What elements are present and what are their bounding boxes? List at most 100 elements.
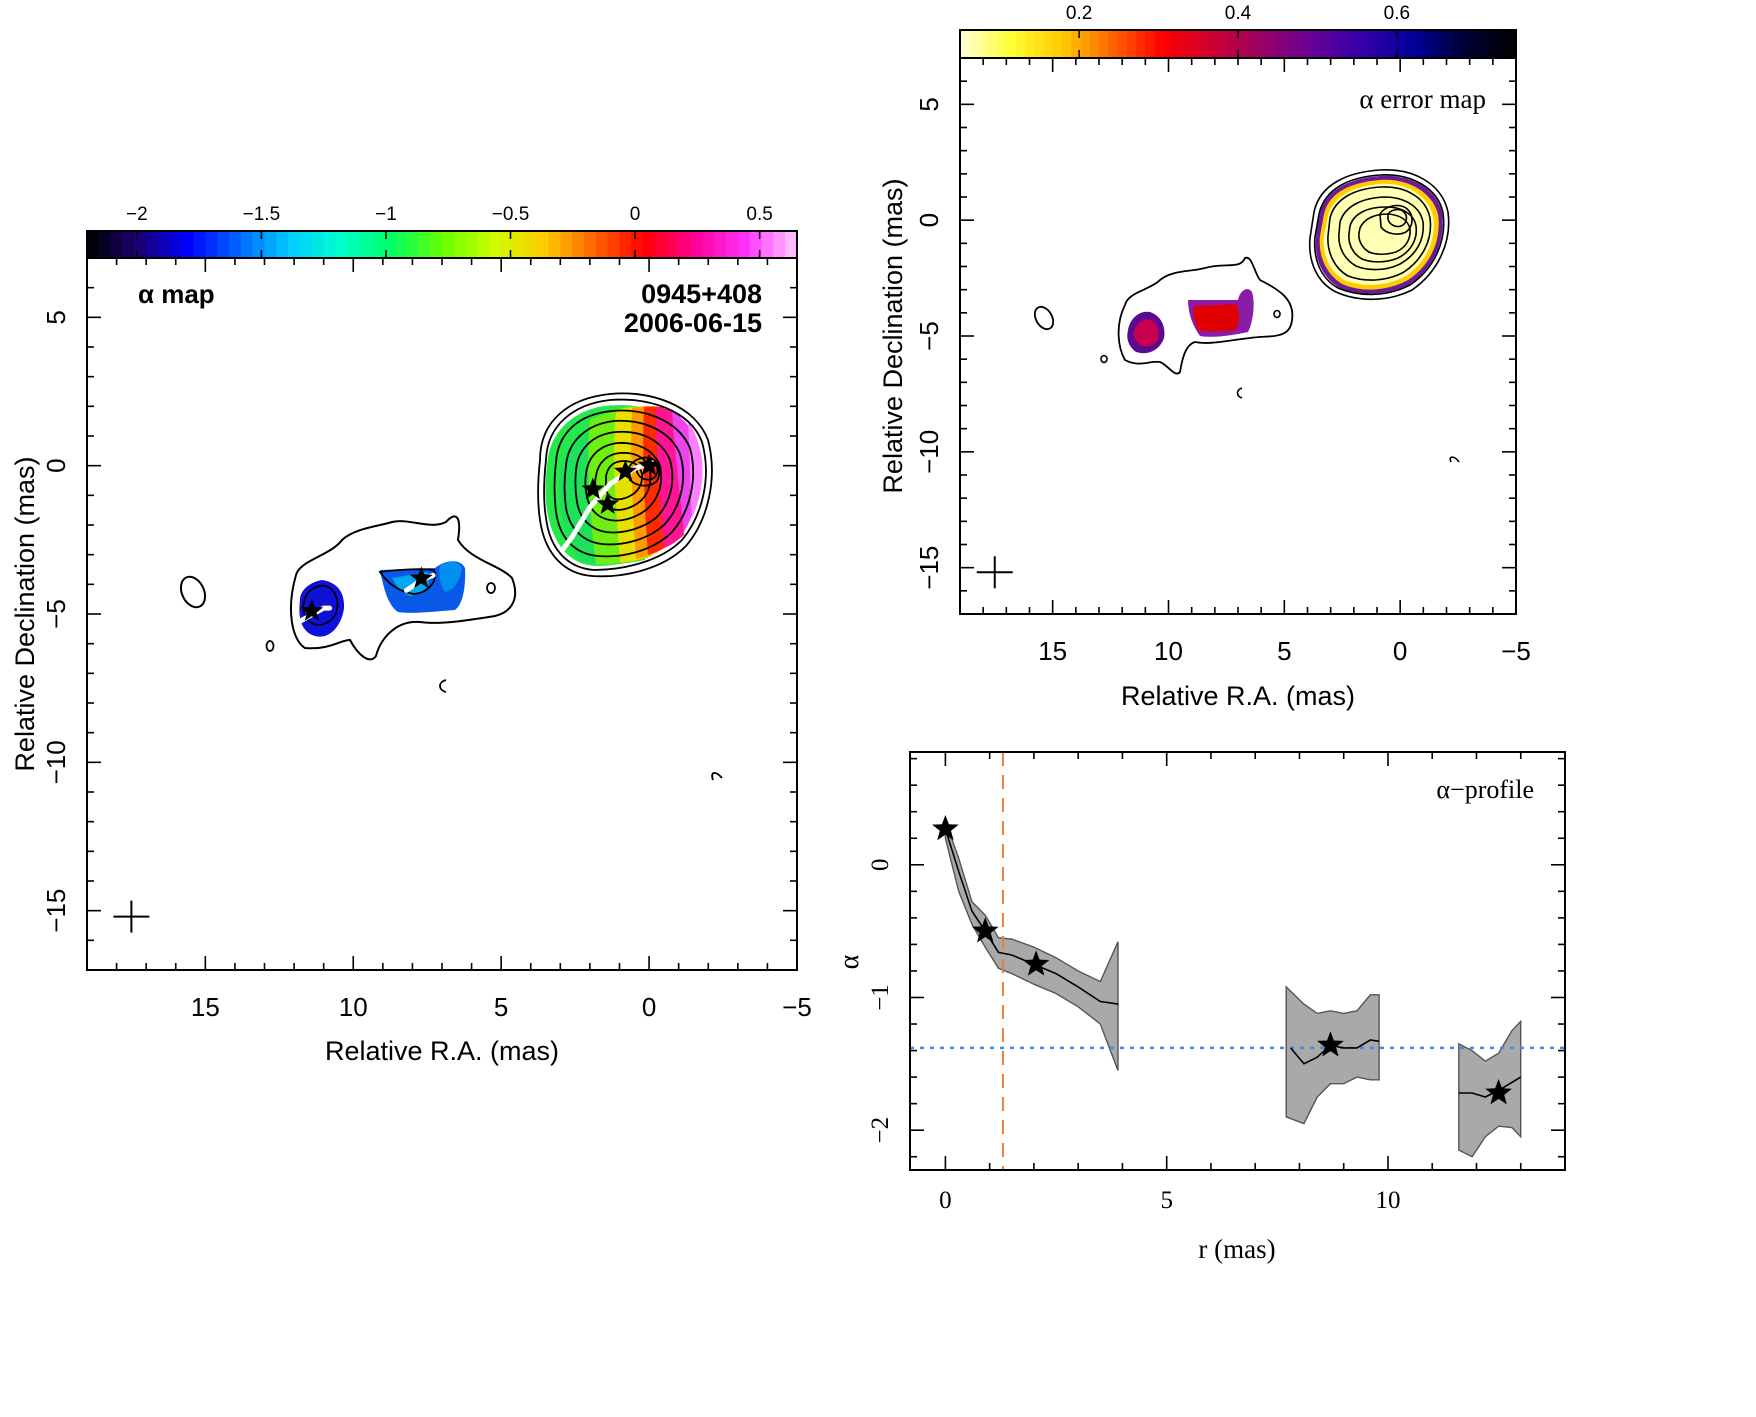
- blob-contour: [1100, 354, 1108, 364]
- colorbar-swatch: [655, 231, 668, 258]
- colorbar-swatch: [572, 231, 585, 258]
- colorbar-swatch: [1478, 30, 1489, 58]
- error-region: [1133, 319, 1159, 347]
- colorbar-tick-label: −2: [126, 204, 148, 225]
- colorbar-swatch: [501, 231, 514, 258]
- colorbar-swatch: [1404, 30, 1415, 58]
- colorbar-swatch: [1497, 30, 1508, 58]
- colorbar-swatch: [678, 231, 692, 258]
- colorbar-swatch: [643, 231, 656, 258]
- blob-contour: [265, 640, 275, 652]
- colorbar-swatch: [773, 231, 786, 258]
- colorbar-swatch: [430, 231, 443, 258]
- x-tick-label: 15: [191, 992, 220, 1022]
- alpha-profile-line: [944, 828, 1119, 1005]
- colorbar-swatch: [690, 231, 703, 258]
- colorbar-swatch: [1163, 30, 1174, 58]
- colorbar-swatch: [1302, 30, 1313, 58]
- alpha-profile-line: [1289, 1039, 1380, 1065]
- error-region: [1193, 304, 1239, 332]
- colorbar-swatch: [1488, 30, 1499, 58]
- y-tick-label: 0: [41, 458, 71, 472]
- colorbar-swatch: [288, 231, 301, 258]
- colorbar-swatch: [1386, 30, 1397, 58]
- colorbar-tick-label: 0: [630, 204, 641, 225]
- beam-marker: [976, 556, 1013, 589]
- colorbar-swatch: [666, 231, 680, 258]
- x-tick-label: 10: [339, 992, 368, 1022]
- colorbar-tick-label: 0.6: [1384, 3, 1410, 24]
- colorbar-tick-label: −0.5: [492, 204, 530, 225]
- alpha-map-ticks: 15 10 5 0 −5 5 0 −5 −10 −15: [41, 257, 812, 1022]
- colorbar-swatch: [158, 231, 171, 258]
- colorbar-swatch: [524, 231, 538, 258]
- blob-contour: [439, 679, 447, 693]
- colorbar-swatch: [98, 231, 112, 258]
- colorbar-swatch: [87, 231, 100, 258]
- x-tick-label: 0: [939, 1187, 952, 1214]
- error-band: [1285, 985, 1380, 1125]
- colorbar-swatch: [442, 231, 455, 258]
- y-tick-label: 5: [41, 310, 71, 324]
- colorbar-swatch: [1423, 30, 1434, 58]
- colorbar-swatch: [1108, 30, 1119, 58]
- y-tick-label: 0: [914, 213, 944, 227]
- colorbar-swatch: [311, 231, 325, 258]
- x-axis-label: Relative R.A. (mas): [325, 1036, 559, 1066]
- colorbar-swatch: [978, 30, 989, 58]
- colorbar-swatch: [1349, 30, 1360, 58]
- colorbar-swatch: [382, 231, 396, 258]
- profile-star: [1485, 1079, 1512, 1105]
- colorbar-swatch: [406, 231, 419, 258]
- colorbar-swatch: [477, 231, 490, 258]
- colorbar-swatch: [1154, 30, 1165, 58]
- component-star: [614, 459, 637, 482]
- colorbar-swatch: [252, 231, 266, 258]
- colorbar-swatch: [1265, 30, 1276, 58]
- colorbar-swatch: [714, 231, 727, 258]
- alpha-profile-panel: 0 5 10 0 −1 −2 α−profile r (mas) α: [834, 751, 1566, 1264]
- blob-contour: [1449, 456, 1460, 463]
- colorbar-swatch: [1219, 30, 1230, 58]
- alpha-error-map-ticks: 15 10 5 0 −5 5 0 −5 −10 −15: [914, 57, 1531, 666]
- colorbar-tick-label: 0.4: [1225, 3, 1252, 24]
- colorbar-swatch: [1052, 30, 1063, 58]
- profile-star: [1317, 1031, 1344, 1057]
- x-tick-label: 10: [1375, 1187, 1400, 1214]
- colorbar-swatch: [1321, 30, 1332, 58]
- colorbar-swatch: [1395, 30, 1406, 58]
- colorbar-swatch: [785, 231, 798, 258]
- colorbar-swatch: [1330, 30, 1341, 58]
- colorbar-swatch: [489, 231, 502, 258]
- colorbar-swatch: [264, 231, 277, 258]
- colorbar-swatch: [1284, 30, 1295, 58]
- core-color-field: [545, 405, 703, 566]
- core-error-field: [1315, 175, 1443, 294]
- blob-contour: [711, 772, 723, 781]
- error-band: [944, 820, 1119, 1071]
- alpha-error-map-axes: [959, 57, 1517, 615]
- colorbar-swatch: [960, 30, 970, 58]
- colorbar-swatch: [631, 231, 644, 258]
- colorbar-swatch: [1339, 30, 1350, 58]
- colorbar-swatch: [1275, 30, 1285, 58]
- x-axis-label: r (mas): [1198, 1234, 1275, 1264]
- y-tick-label: −15: [41, 889, 71, 933]
- colorbar-swatch: [323, 231, 337, 258]
- alpha-map-label: α map: [138, 279, 215, 309]
- colorbar-swatch: [761, 231, 774, 258]
- colorbar-swatch: [584, 231, 597, 258]
- colorbar-swatch: [548, 231, 561, 258]
- colorbar-swatch: [1061, 30, 1072, 58]
- alpha-profile-ticks: 0 5 10 0 −1 −2: [867, 752, 1565, 1214]
- y-tick-label: −1: [867, 984, 894, 1011]
- colorbar-swatch: [1293, 30, 1304, 58]
- profile-star: [1022, 950, 1050, 976]
- colorbar-swatch: [1441, 30, 1452, 58]
- colorbar-tick-label: −1.5: [243, 204, 281, 225]
- colorbar-swatch: [465, 231, 479, 258]
- outer-contour-jet: [290, 515, 517, 661]
- colorbar-swatch: [737, 231, 751, 258]
- profile-star: [932, 815, 959, 841]
- colorbar-swatch: [1126, 30, 1137, 58]
